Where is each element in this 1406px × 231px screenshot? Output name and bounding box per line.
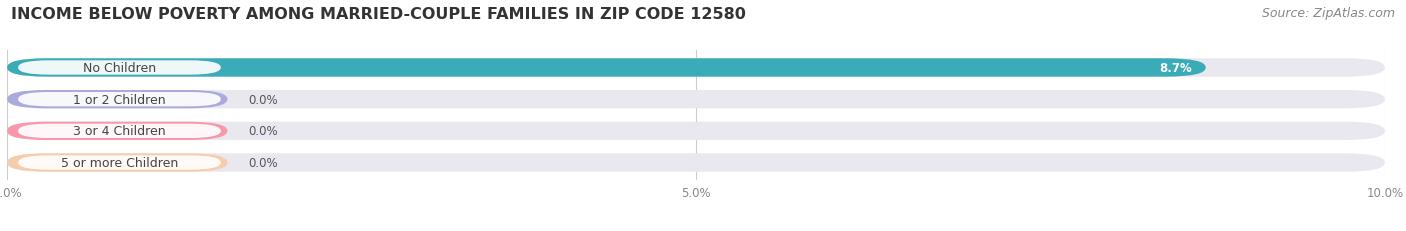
Text: Source: ZipAtlas.com: Source: ZipAtlas.com [1261, 7, 1395, 20]
FancyBboxPatch shape [7, 122, 228, 140]
Text: 8.7%: 8.7% [1160, 62, 1192, 75]
FancyBboxPatch shape [7, 154, 1385, 172]
FancyBboxPatch shape [7, 91, 228, 109]
Text: 3 or 4 Children: 3 or 4 Children [73, 125, 166, 138]
Text: 5 or more Children: 5 or more Children [60, 156, 179, 169]
FancyBboxPatch shape [18, 93, 221, 107]
FancyBboxPatch shape [18, 156, 221, 170]
Text: 0.0%: 0.0% [249, 93, 278, 106]
FancyBboxPatch shape [18, 61, 221, 75]
Text: 0.0%: 0.0% [249, 156, 278, 169]
FancyBboxPatch shape [7, 91, 1385, 109]
Text: 1 or 2 Children: 1 or 2 Children [73, 93, 166, 106]
Text: 0.0%: 0.0% [249, 125, 278, 138]
FancyBboxPatch shape [7, 59, 1206, 77]
FancyBboxPatch shape [7, 122, 1385, 140]
FancyBboxPatch shape [18, 124, 221, 138]
FancyBboxPatch shape [7, 59, 1385, 77]
Text: No Children: No Children [83, 62, 156, 75]
Text: INCOME BELOW POVERTY AMONG MARRIED-COUPLE FAMILIES IN ZIP CODE 12580: INCOME BELOW POVERTY AMONG MARRIED-COUPL… [11, 7, 747, 22]
FancyBboxPatch shape [7, 154, 228, 172]
